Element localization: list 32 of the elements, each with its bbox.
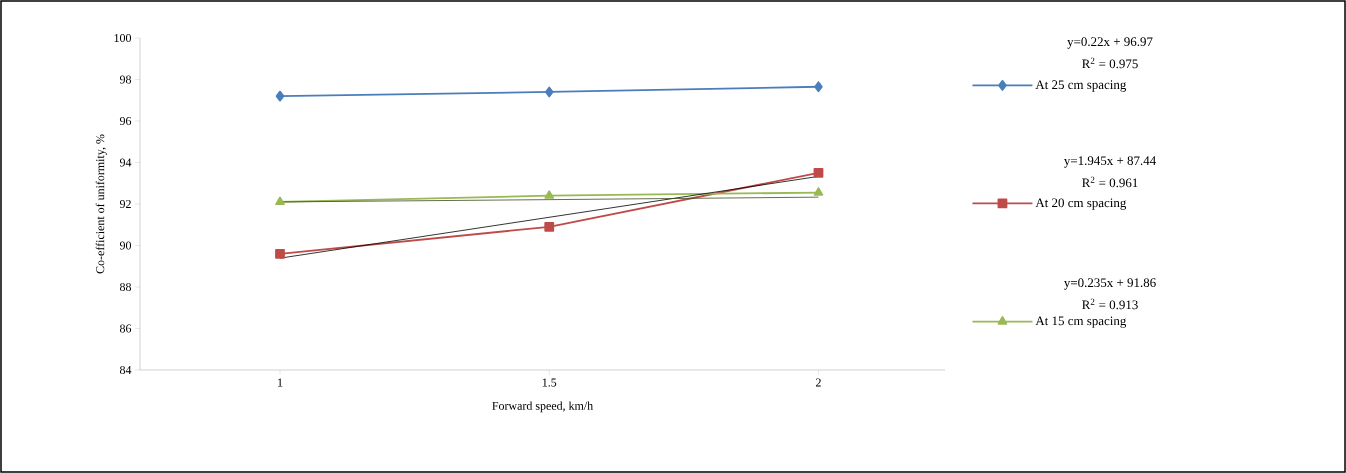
y-tick-label: 98 bbox=[119, 75, 132, 84]
x-tick-label: 2 bbox=[816, 378, 821, 387]
point bbox=[544, 190, 555, 199]
point bbox=[813, 187, 824, 196]
point bbox=[275, 196, 285, 206]
legend-label: At 20 cm spacing bbox=[1035, 198, 1127, 210]
y-axis-title: Co-efficient of uniformity, % bbox=[95, 134, 107, 274]
y-tick-label: 94 bbox=[119, 158, 132, 167]
y-tick-label: 100 bbox=[114, 33, 132, 43]
point bbox=[275, 90, 285, 102]
y-tick-label: 84 bbox=[119, 365, 132, 375]
legend-label: At 25 cm spacing bbox=[1035, 80, 1127, 92]
point bbox=[814, 81, 823, 93]
text: y=1.945x + 87.44 bbox=[1064, 156, 1156, 168]
point bbox=[544, 86, 554, 98]
x-tick-label: 1.5 bbox=[542, 378, 557, 387]
y-tick-label: 86 bbox=[119, 324, 132, 333]
x-axis-title: Forward speed, km/h bbox=[492, 401, 593, 413]
y-tick-label: 90 bbox=[119, 241, 132, 250]
text: y=0.22x + 96.97 bbox=[1067, 37, 1153, 49]
y-tick-label: 88 bbox=[119, 282, 132, 292]
x-tick-label: 1 bbox=[278, 378, 283, 387]
point bbox=[275, 248, 285, 259]
legend-label: At 15 cm spacing bbox=[1035, 316, 1127, 328]
point bbox=[813, 167, 824, 178]
text: y=0.235x + 91.86 bbox=[1064, 278, 1156, 290]
point bbox=[544, 221, 555, 232]
text: R$^{2}$ = 0.913 bbox=[1082, 298, 1138, 310]
text: R$^{2}$ = 0.975 bbox=[1082, 57, 1138, 69]
y-tick-label: 92 bbox=[119, 199, 131, 209]
text: R$^{2}$ = 0.961 bbox=[1082, 176, 1138, 188]
y-tick-label: 96 bbox=[119, 116, 132, 126]
